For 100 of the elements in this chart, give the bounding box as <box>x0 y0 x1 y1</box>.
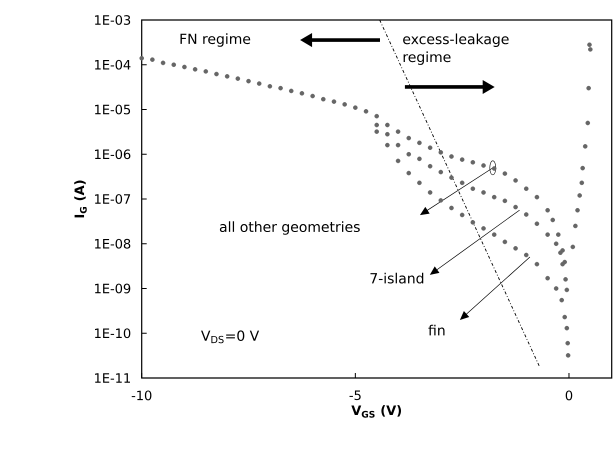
point <box>203 69 208 74</box>
point <box>524 212 529 217</box>
point <box>558 250 563 256</box>
point <box>417 140 422 146</box>
point <box>481 226 486 231</box>
point <box>332 99 336 104</box>
point <box>438 170 444 174</box>
annotation: FN regime <box>180 33 250 47</box>
point <box>502 171 508 176</box>
point <box>564 288 570 292</box>
point <box>385 122 390 128</box>
point <box>579 180 584 186</box>
point <box>192 67 198 72</box>
y-tick-label: 1E-11 <box>95 373 130 383</box>
point <box>545 276 550 280</box>
point <box>554 286 558 291</box>
y-tick-label: 1E-10 <box>95 328 130 338</box>
point <box>566 353 570 358</box>
point <box>449 154 454 159</box>
point <box>545 232 550 237</box>
annotation: V$_{DS}$=0 V <box>201 330 260 344</box>
x-axis-title: V$_{GS}$ (V) <box>351 405 402 418</box>
point <box>587 42 592 48</box>
point <box>534 262 540 266</box>
point <box>492 232 497 237</box>
point <box>353 105 358 110</box>
point <box>268 84 272 89</box>
point <box>396 142 400 148</box>
annotation: all other geometries <box>220 221 360 235</box>
point <box>364 109 368 114</box>
point <box>460 212 464 218</box>
point <box>575 208 580 213</box>
point <box>139 56 144 61</box>
point <box>524 186 529 191</box>
point <box>224 74 230 79</box>
point <box>545 208 550 213</box>
point <box>396 129 400 134</box>
point <box>577 193 582 198</box>
point <box>449 175 454 180</box>
point <box>374 122 380 128</box>
y-tick-label: 1E-03 <box>95 15 130 25</box>
point <box>460 180 464 186</box>
point <box>481 163 486 168</box>
y-tick-label: 1E-06 <box>95 149 130 160</box>
point <box>513 246 518 251</box>
point <box>406 152 412 157</box>
y-tick-label: 1E-05 <box>95 104 130 114</box>
point <box>502 240 508 244</box>
point <box>236 76 240 81</box>
point <box>171 62 176 68</box>
point <box>588 47 593 52</box>
point <box>342 102 347 107</box>
point <box>585 120 590 126</box>
point <box>246 78 251 84</box>
point <box>513 204 518 210</box>
y-tick-label: 1E-08 <box>95 238 130 249</box>
point <box>428 190 432 195</box>
point <box>406 136 412 140</box>
point <box>214 72 219 76</box>
point <box>559 298 564 302</box>
point <box>438 198 444 203</box>
point <box>586 86 591 90</box>
point <box>470 186 476 191</box>
annotation: fin <box>428 324 444 336</box>
y-axis-title: I$_{G}$ (A) <box>74 180 87 218</box>
point <box>406 170 412 176</box>
point <box>374 129 380 134</box>
point <box>385 142 390 148</box>
y-tick-label: 1E-04 <box>95 60 130 70</box>
point <box>160 60 166 66</box>
point <box>396 158 400 164</box>
point <box>288 88 294 94</box>
point <box>300 91 304 96</box>
point <box>182 64 187 70</box>
point <box>374 114 380 118</box>
point <box>562 314 568 320</box>
point <box>449 206 454 210</box>
point <box>438 150 444 155</box>
point <box>580 166 585 170</box>
x-tick-label: 0 <box>566 390 572 400</box>
annotation: excess-leakage regime <box>403 33 509 65</box>
point <box>460 157 464 162</box>
point <box>563 277 568 282</box>
y-tick-label: 1E-07 <box>95 194 130 204</box>
point <box>550 218 556 222</box>
point <box>565 340 570 346</box>
point <box>570 244 576 250</box>
annotation: 7-island <box>370 272 424 284</box>
point <box>513 178 518 183</box>
point <box>534 221 540 226</box>
x-tick-label: -10 <box>132 390 152 400</box>
point <box>534 194 540 200</box>
point <box>470 160 476 165</box>
point <box>278 86 283 90</box>
point <box>573 224 578 228</box>
point <box>320 96 326 102</box>
point <box>150 57 155 62</box>
point <box>428 164 432 169</box>
point <box>582 144 588 149</box>
y-tick-label: 1E-09 <box>95 284 130 294</box>
